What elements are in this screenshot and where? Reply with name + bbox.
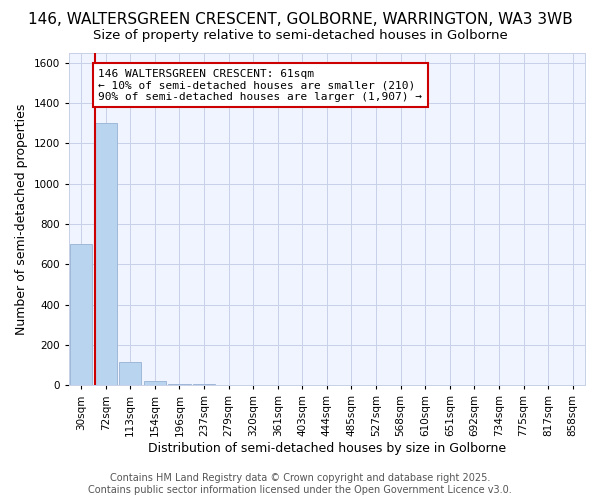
Bar [169, 384, 191, 386]
Bar [119, 362, 142, 386]
Text: Contains HM Land Registry data © Crown copyright and database right 2025.
Contai: Contains HM Land Registry data © Crown c… [88, 474, 512, 495]
X-axis label: Distribution of semi-detached houses by size in Golborne: Distribution of semi-detached houses by … [148, 442, 506, 455]
Bar [95, 123, 117, 386]
Y-axis label: Number of semi-detached properties: Number of semi-detached properties [15, 103, 28, 334]
Text: 146 WALTERSGREEN CRESCENT: 61sqm
← 10% of semi-detached houses are smaller (210): 146 WALTERSGREEN CRESCENT: 61sqm ← 10% o… [98, 68, 422, 102]
Text: Size of property relative to semi-detached houses in Golborne: Size of property relative to semi-detach… [92, 29, 508, 42]
Text: 146, WALTERSGREEN CRESCENT, GOLBORNE, WARRINGTON, WA3 3WB: 146, WALTERSGREEN CRESCENT, GOLBORNE, WA… [28, 12, 572, 28]
Bar [144, 382, 166, 386]
Bar [70, 244, 92, 386]
Bar [193, 384, 215, 386]
